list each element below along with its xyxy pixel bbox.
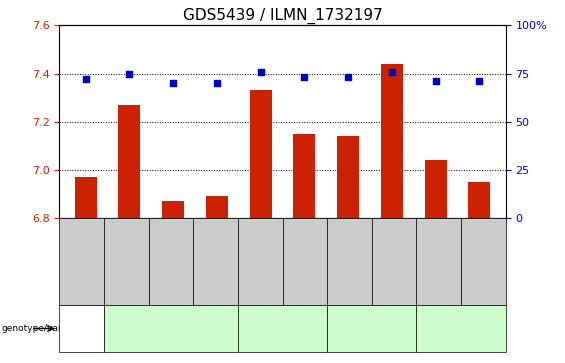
Text: FAT10 M1 mutant
(left region
mutation): FAT10 M1 mutant (left region mutation) <box>252 318 313 339</box>
Text: GSM1309043: GSM1309043 <box>212 237 219 286</box>
Text: FAT10 M2 mutant
(right region
mutation): FAT10 M2 mutant (right region mutation) <box>341 318 402 339</box>
Text: FAT10 wild-type: FAT10 wild-type <box>144 326 198 331</box>
Text: GSM1309048: GSM1309048 <box>436 237 442 286</box>
Text: GSM1309045: GSM1309045 <box>302 237 308 286</box>
Bar <box>425 160 446 218</box>
Text: GSM1309040: GSM1309040 <box>79 237 85 286</box>
Point <box>475 78 484 84</box>
Bar <box>206 196 228 218</box>
Bar <box>162 201 184 218</box>
Bar <box>293 134 315 218</box>
Text: FAT10 M12 mutant
(left and right
region mutation): FAT10 M12 mutant (left and right region … <box>428 318 494 339</box>
Title: GDS5439 / ILMN_1732197: GDS5439 / ILMN_1732197 <box>182 8 383 24</box>
Text: GSM1309041: GSM1309041 <box>123 237 129 286</box>
Point <box>388 69 397 74</box>
Text: genotype/variation: genotype/variation <box>2 324 88 333</box>
Text: GSM1309042: GSM1309042 <box>168 237 174 286</box>
Bar <box>468 182 490 218</box>
Bar <box>250 90 272 218</box>
Point <box>168 80 177 86</box>
Text: GSM1309047: GSM1309047 <box>391 237 397 286</box>
Bar <box>119 105 140 218</box>
Point <box>125 71 134 77</box>
Text: GSM1309049: GSM1309049 <box>480 237 486 286</box>
Point <box>344 74 353 80</box>
Text: parental
wild-type: parental wild-type <box>66 322 98 335</box>
Text: GSM1309044: GSM1309044 <box>257 237 263 286</box>
Bar <box>381 64 403 218</box>
Point <box>431 78 440 84</box>
Point <box>300 74 309 80</box>
Point <box>81 76 90 82</box>
Point <box>212 80 221 86</box>
Point <box>256 69 265 74</box>
Text: GSM1309046: GSM1309046 <box>346 237 353 286</box>
Bar <box>337 136 359 218</box>
Bar <box>75 177 97 218</box>
